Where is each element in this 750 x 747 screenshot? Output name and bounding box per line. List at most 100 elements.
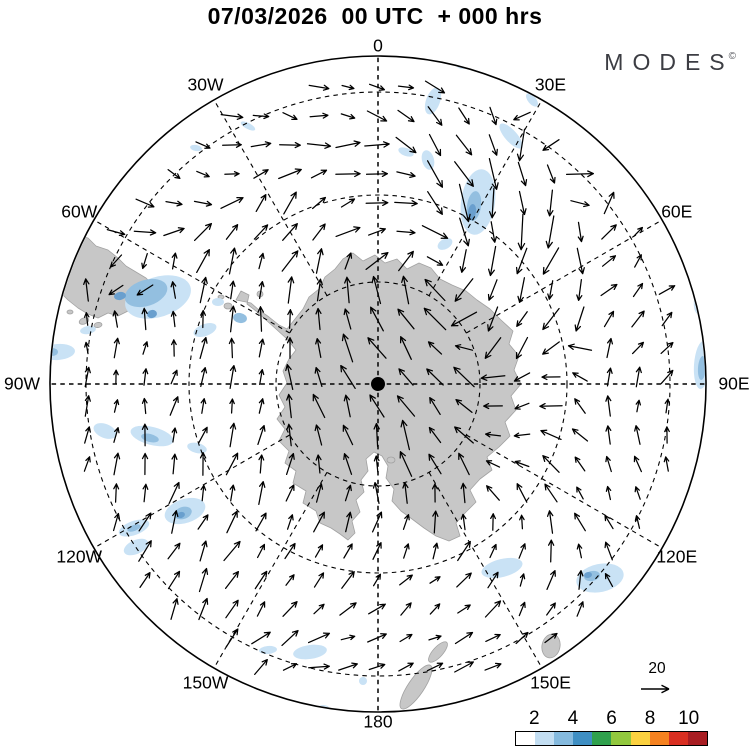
wind-arrow <box>224 570 240 590</box>
wind-arrow <box>286 423 293 447</box>
wind-arrow <box>429 603 441 615</box>
wind-arrow <box>519 514 525 530</box>
lon-label-90W: 90W <box>4 373 40 394</box>
wind-arrow <box>368 663 386 671</box>
wind-arrow <box>484 431 502 438</box>
wind-arrow <box>338 662 358 671</box>
wind-arrow <box>256 601 266 617</box>
precip-patch <box>576 563 624 593</box>
wind-arrow <box>258 480 266 506</box>
precip-patch <box>421 150 435 170</box>
precip-patch <box>398 147 414 157</box>
wind-arrow <box>576 278 583 302</box>
wind-arrow <box>518 543 526 559</box>
wind-arrow <box>546 189 554 217</box>
precip-patch <box>53 570 67 580</box>
wind-arrows <box>83 80 676 676</box>
map-content <box>51 57 705 711</box>
island <box>78 317 90 325</box>
wind-arrow <box>455 134 473 156</box>
wind-arrow <box>459 217 470 247</box>
wind-arrow <box>454 344 474 351</box>
wind-arrow <box>658 285 676 295</box>
pole-dot <box>371 377 385 391</box>
island <box>66 309 74 315</box>
wind-arrow <box>340 634 356 641</box>
island <box>93 322 103 328</box>
wind-arrow <box>605 485 612 501</box>
wind-arrow <box>282 601 298 617</box>
precip-patch <box>697 356 705 380</box>
wind-arrow <box>315 307 322 331</box>
wind-arrow <box>632 282 644 298</box>
wind-arrow <box>170 339 177 357</box>
wind-arrow <box>199 336 208 360</box>
wind-arrow <box>285 574 295 586</box>
precip-patch <box>240 121 256 131</box>
wind-arrow <box>229 280 236 300</box>
wind-arrow <box>136 284 154 296</box>
wind-arrow <box>373 422 380 448</box>
wind-arrow <box>605 425 612 445</box>
wind-arrow <box>344 276 351 304</box>
wind-arrow <box>254 570 268 590</box>
wind-arrow <box>339 602 357 616</box>
wind-arrow <box>220 113 244 120</box>
wind-arrow <box>421 225 449 239</box>
wind-arrow <box>605 455 612 473</box>
wind-arrow <box>345 511 353 533</box>
wind-arrow <box>454 631 474 645</box>
wind-arrow <box>113 483 120 503</box>
wind-arrow <box>631 310 645 328</box>
precip-patch <box>114 291 126 301</box>
wind-arrow <box>364 141 390 148</box>
precip-patch <box>526 93 538 107</box>
precip-patch <box>293 644 327 660</box>
wind-arrow <box>198 426 208 444</box>
wind-arrow <box>400 419 411 451</box>
wind-arrow <box>165 200 183 207</box>
wind-arrow <box>250 141 272 148</box>
wind-arrow <box>431 483 438 503</box>
wind-arrow <box>222 141 242 148</box>
wind-arrow <box>223 540 241 562</box>
wind-arrow <box>401 275 410 305</box>
wind-arrow <box>255 512 267 532</box>
wind-arrow <box>400 602 412 616</box>
colorbar: 2 4 6 8 10 <box>515 708 710 747</box>
wind-arrow <box>225 628 239 648</box>
wind-arrow <box>544 632 558 644</box>
wind-arrow <box>313 572 325 588</box>
wind-arrow <box>335 170 361 178</box>
wind-arrow <box>487 245 497 277</box>
wind-arrow <box>200 366 208 388</box>
precip-patch <box>80 325 96 335</box>
wind-arrow <box>426 662 444 672</box>
wind-arrow <box>198 567 209 593</box>
precip-patch <box>610 127 630 139</box>
wind-arrow <box>515 247 528 275</box>
wind-arrow <box>576 247 585 275</box>
lon-label-30W: 30W <box>187 74 224 95</box>
wind-arrow <box>199 452 207 476</box>
colorbar-segment <box>554 732 574 745</box>
wind-arrow <box>514 460 530 468</box>
precip-patch <box>127 524 141 532</box>
wind-arrow <box>576 486 584 500</box>
wind-arrow <box>199 276 208 304</box>
wind-arrow <box>455 398 473 414</box>
wind-arrow <box>171 252 178 270</box>
wind-arrow <box>113 369 119 385</box>
wind-arrow <box>139 571 151 589</box>
wind-arrow <box>287 309 294 329</box>
wind-arrow <box>565 170 595 178</box>
wind-arrow <box>200 484 207 502</box>
wind-arrow <box>634 515 641 529</box>
wind-arrow <box>488 187 497 219</box>
colorbar-bar <box>515 731 708 746</box>
wind-arrow <box>284 542 296 560</box>
wind-arrow <box>428 453 442 475</box>
wind-arrow <box>457 604 471 614</box>
